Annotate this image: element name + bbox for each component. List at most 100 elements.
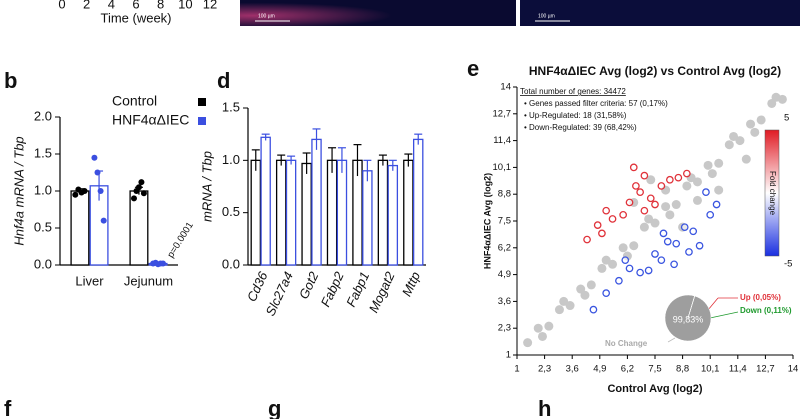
y-tick-label: 1.5 xyxy=(34,145,52,160)
x-tick-label: 7,5 xyxy=(648,364,661,375)
scatter-point xyxy=(533,323,543,333)
data-point xyxy=(100,217,107,224)
scatter-point xyxy=(659,229,668,238)
bar xyxy=(285,159,297,266)
scatter-point xyxy=(544,321,554,331)
scatter-point xyxy=(666,175,674,184)
y-tick-label: 8,8 xyxy=(498,189,511,200)
scatter-point xyxy=(608,259,618,269)
scatter-point xyxy=(601,255,611,265)
leader-line xyxy=(707,297,719,311)
y-tick-label: 10,1 xyxy=(493,162,512,173)
legend-swatch xyxy=(198,98,206,106)
x-tick-label: 4 xyxy=(108,0,115,11)
bar xyxy=(275,159,287,266)
bar xyxy=(326,159,338,266)
scatter-point xyxy=(580,290,590,300)
x-tick-label: 2,3 xyxy=(538,364,551,375)
scatter-point xyxy=(629,163,638,172)
x-tick-label: 8,8 xyxy=(676,364,689,375)
x-tick-label: 6,2 xyxy=(621,364,634,375)
panel-label: d xyxy=(217,68,230,93)
scatter-point xyxy=(712,200,721,209)
y-tick-label: 14 xyxy=(500,82,511,93)
scatter-point xyxy=(621,256,630,265)
data-point xyxy=(72,191,79,198)
x-tick-label: 11,4 xyxy=(729,364,747,375)
colorbar-tick-label: 5 xyxy=(784,113,789,124)
bar xyxy=(301,162,312,266)
colorbar-tick-label: -5 xyxy=(784,259,792,270)
y-tick-label: 0.0 xyxy=(34,256,52,271)
scatter-point xyxy=(692,177,702,187)
bar xyxy=(70,190,90,266)
panel-label: b xyxy=(4,68,17,93)
scale-label: 100 µm xyxy=(538,13,555,19)
legend-label: Control xyxy=(112,93,157,109)
scatter-point xyxy=(689,227,698,236)
pie-label: No Change xyxy=(605,339,648,348)
scatter-point xyxy=(615,276,623,285)
bar xyxy=(413,138,424,266)
scatter-point xyxy=(682,181,692,191)
scatter-point xyxy=(559,296,569,306)
colorbar-label: Fold change xyxy=(768,171,777,216)
scatter-point xyxy=(651,200,659,209)
scatter-point xyxy=(674,173,683,182)
annotation: p=0.0001 xyxy=(165,220,195,260)
x-tick-label: 1 xyxy=(514,364,519,375)
scatter-point xyxy=(598,229,606,238)
scatter-point xyxy=(625,198,634,207)
x-tick-label: 2 xyxy=(83,0,90,11)
scatter-point xyxy=(682,169,691,178)
bar xyxy=(403,159,414,266)
scatter-point xyxy=(602,289,611,298)
panel-label: h xyxy=(538,396,551,419)
y-axis-label: Hnf4a mRNA / Tbp xyxy=(11,136,26,245)
bar xyxy=(311,138,322,266)
y-tick-label: 1.0 xyxy=(222,152,240,167)
panel-label: f xyxy=(4,396,12,419)
stats-text: • Up-Regulated: 18 (31,58%) xyxy=(524,111,627,120)
data-point xyxy=(130,195,137,202)
legend-label: HNF4αΔIEC xyxy=(112,112,189,128)
x-tick-label: 12 xyxy=(203,0,217,11)
x-tick-label: Mttp xyxy=(399,269,423,298)
bar xyxy=(250,159,261,266)
scatter-point xyxy=(671,200,681,210)
scatter-point xyxy=(537,331,547,341)
y-tick-label: 12,7 xyxy=(493,108,512,119)
y-tick-label: 1.5 xyxy=(222,99,240,114)
pie-label: Down (0,11%) xyxy=(740,306,792,315)
y-tick-label: 2,3 xyxy=(498,323,511,334)
scatter-point xyxy=(632,182,640,190)
x-tick-label: 0 xyxy=(58,0,65,11)
scale-label: 100 µm xyxy=(258,13,275,19)
leader-line xyxy=(667,337,676,343)
leader-line xyxy=(709,311,739,319)
x-axis-label: Control Avg (log2) xyxy=(607,383,702,395)
scatter-point xyxy=(661,202,671,212)
y-axis-label: mRNA / Tbp xyxy=(199,151,214,222)
scatter-point xyxy=(565,301,575,311)
stats-text: • Genes passed filter criteria: 57 (0,17… xyxy=(524,99,668,108)
scatter-point xyxy=(640,171,649,180)
data-point xyxy=(135,184,142,191)
y-axis-label: HNF4αΔIEC Avg (log2) xyxy=(482,173,492,269)
stats-text: Total number of genes: 34472 xyxy=(520,87,626,96)
bar xyxy=(362,170,373,266)
scatter-point xyxy=(714,158,724,168)
y-tick-label: 2.0 xyxy=(34,108,52,123)
scatter-point xyxy=(692,195,702,205)
y-tick-label: 7,5 xyxy=(498,216,511,227)
y-tick-label: 11,4 xyxy=(493,135,511,146)
scatter-point xyxy=(670,260,678,269)
colorbar xyxy=(764,129,780,257)
data-point xyxy=(160,260,167,267)
scatter-point xyxy=(741,154,751,164)
scatter-point xyxy=(714,185,724,195)
scatter-point xyxy=(750,127,760,137)
scatter-point xyxy=(593,221,602,229)
x-tick-label: Liver xyxy=(75,273,104,288)
